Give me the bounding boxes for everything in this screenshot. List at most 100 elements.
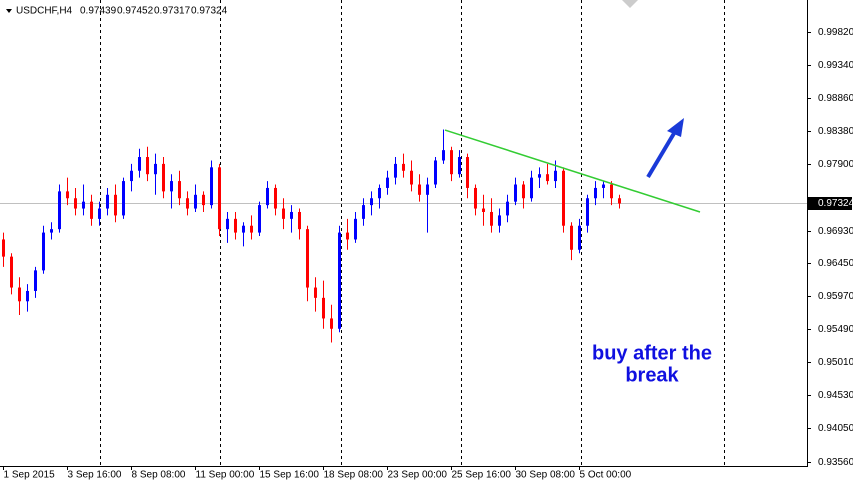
candle-body xyxy=(338,232,341,329)
candle-body xyxy=(554,170,557,182)
candle-body xyxy=(290,211,293,219)
candle-body xyxy=(98,208,101,219)
candle-body xyxy=(610,184,613,199)
annotation: break xyxy=(625,364,679,386)
x-tick-label: 30 Sep 08:00 xyxy=(516,470,576,481)
x-tick-label: 15 Sep 16:00 xyxy=(260,470,320,481)
menu-triangle[interactable] xyxy=(6,9,12,13)
candle-body xyxy=(226,218,229,230)
candle-body xyxy=(306,229,309,288)
candle-body xyxy=(602,184,605,188)
candle-body xyxy=(514,184,517,202)
candle-body xyxy=(578,225,581,250)
scroll-marker xyxy=(622,0,638,8)
x-tick-label: 18 Sep 08:00 xyxy=(324,470,384,481)
candle-body xyxy=(50,229,53,233)
header-value: 0.97324 xyxy=(191,6,228,17)
trendline xyxy=(444,129,701,213)
y-tick-label: 0.97900 xyxy=(818,159,853,170)
candle-body xyxy=(10,256,13,288)
candle-body xyxy=(282,208,285,219)
candle-body xyxy=(370,198,373,206)
current-price-box xyxy=(808,197,852,210)
candle-body xyxy=(506,201,509,216)
candle-body xyxy=(586,198,589,226)
y-tick-label: 0.95970 xyxy=(818,291,853,302)
candle-body xyxy=(418,184,421,195)
y-tick-label: 0.93560 xyxy=(818,457,853,468)
candle-body xyxy=(66,191,69,199)
candle-body xyxy=(546,174,549,182)
candle-body xyxy=(402,163,405,171)
y-tick-label: 0.98380 xyxy=(818,126,853,137)
x-tick-label: 23 Sep 00:00 xyxy=(388,470,448,481)
candle-body xyxy=(482,208,485,212)
annotation: buy after the xyxy=(592,342,712,364)
candle-body xyxy=(530,177,533,199)
candle-body xyxy=(18,287,21,302)
y-tick-label: 0.99820 xyxy=(818,27,853,38)
candle-body xyxy=(130,170,133,182)
candle-body xyxy=(250,225,253,233)
candle-body xyxy=(74,198,77,209)
candle-body xyxy=(122,181,125,216)
candle-body xyxy=(82,201,85,209)
symbol: USDCHF,H4 xyxy=(16,6,73,17)
candle-body xyxy=(114,194,117,216)
y-tick-label: 0.94530 xyxy=(818,390,853,401)
candle-body xyxy=(242,225,245,233)
header-value: 0.97452 xyxy=(117,6,154,17)
x-tick-label: 3 Sep 16:00 xyxy=(68,470,122,481)
candle-body xyxy=(170,181,173,192)
candle-body xyxy=(322,297,325,319)
y-tick-label: 0.98860 xyxy=(818,93,853,104)
candle-body xyxy=(218,167,221,230)
candle-body xyxy=(354,218,357,240)
annotation-arrow xyxy=(646,118,684,179)
y-tick-label: 0.95490 xyxy=(818,324,853,335)
header-value: 0.97439 xyxy=(80,6,117,17)
candle-body xyxy=(594,187,597,199)
candle-body xyxy=(362,205,365,219)
x-tick-label: 8 Sep 08:00 xyxy=(132,470,186,481)
current-price-label: 0.97324 xyxy=(818,198,853,209)
candle-body xyxy=(274,187,277,209)
candle-body xyxy=(386,177,389,188)
candle-body xyxy=(258,205,261,233)
y-tick-label: 0.99340 xyxy=(818,60,853,71)
candle-body xyxy=(498,215,501,226)
candle-body xyxy=(410,170,413,185)
candle-body xyxy=(450,150,453,175)
candle-body xyxy=(90,201,93,219)
candle-body xyxy=(234,218,237,233)
y-tick-label: 0.94050 xyxy=(818,423,853,434)
candle-body xyxy=(434,160,437,185)
candle-body xyxy=(330,318,333,329)
candle-body xyxy=(466,157,469,188)
candle-body xyxy=(194,194,197,209)
candle-body xyxy=(314,287,317,298)
candle-body xyxy=(146,157,149,175)
candle-body xyxy=(378,187,381,199)
y-tick-label: 0.96930 xyxy=(818,226,853,237)
x-tick-label: 25 Sep 16:00 xyxy=(452,470,512,481)
candle-body xyxy=(154,163,157,175)
candle-body xyxy=(298,211,301,230)
candle-body xyxy=(186,198,189,209)
candle-body xyxy=(394,163,397,178)
candle-body xyxy=(474,187,477,209)
candle-body xyxy=(562,170,565,226)
candle-body xyxy=(210,167,213,206)
candle-body xyxy=(58,191,61,230)
x-tick-label: 5 Oct 00:00 xyxy=(580,470,632,481)
candle-body xyxy=(202,194,205,206)
candle-body xyxy=(162,163,165,192)
candle-body xyxy=(458,157,461,175)
candle-body xyxy=(618,198,621,204)
candle-body xyxy=(522,184,525,199)
candle-body xyxy=(42,232,45,271)
candle-body xyxy=(266,187,269,206)
x-tick-label: 11 Sep 00:00 xyxy=(196,470,255,481)
